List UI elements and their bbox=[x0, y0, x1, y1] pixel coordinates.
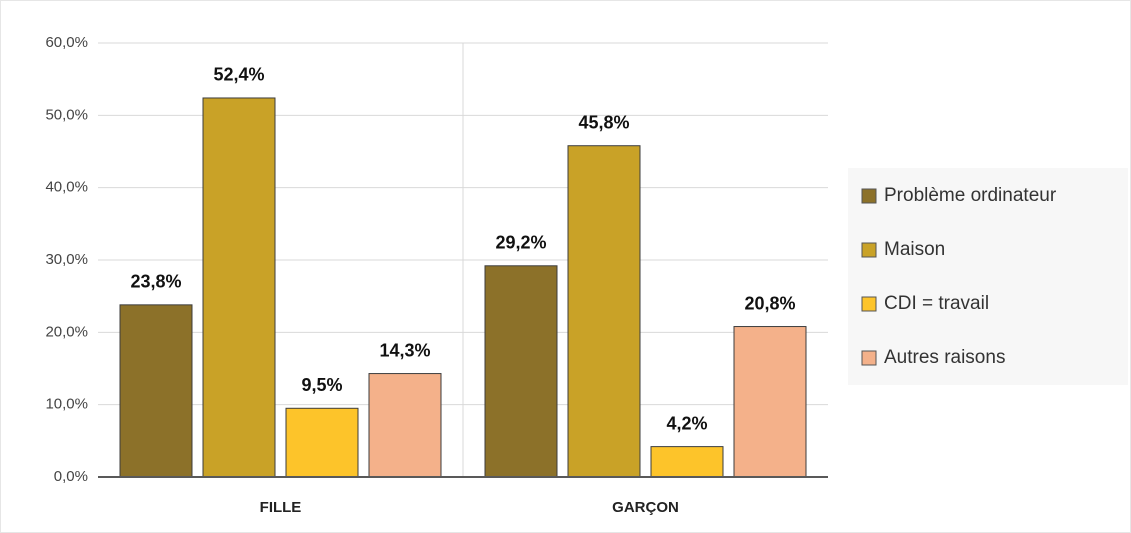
y-tick-label: 10,0% bbox=[45, 396, 88, 413]
bar bbox=[650, 446, 724, 478]
legend-label: Autres raisons bbox=[884, 347, 1005, 368]
value-label: 23,8% bbox=[130, 272, 181, 292]
x-tick-label: FILLE bbox=[260, 499, 302, 516]
value-label: 14,3% bbox=[379, 340, 430, 360]
legend-swatch bbox=[861, 188, 877, 204]
y-tick-label: 30,0% bbox=[45, 251, 88, 268]
bar bbox=[567, 145, 641, 478]
value-label: 52,4% bbox=[213, 65, 264, 85]
bar bbox=[733, 326, 807, 478]
value-label: 29,2% bbox=[495, 233, 546, 253]
y-tick-label: 40,0% bbox=[45, 179, 88, 196]
legend-swatch bbox=[861, 242, 877, 258]
y-tick-label: 60,0% bbox=[45, 34, 88, 51]
y-tick-label: 50,0% bbox=[45, 106, 88, 123]
value-label: 9,5% bbox=[301, 375, 342, 395]
legend-swatch bbox=[861, 350, 877, 366]
legend-swatch bbox=[861, 296, 877, 312]
legend-label: Maison bbox=[884, 239, 945, 260]
y-tick-label: 20,0% bbox=[45, 323, 88, 340]
legend-label: Problème ordinateur bbox=[884, 185, 1057, 206]
bar bbox=[285, 407, 359, 478]
legend-label: CDI = travail bbox=[884, 293, 989, 314]
bar bbox=[202, 97, 276, 478]
value-label: 4,2% bbox=[666, 413, 707, 433]
bar bbox=[484, 265, 558, 478]
value-label: 20,8% bbox=[744, 293, 795, 313]
x-tick-label: GARÇON bbox=[612, 499, 679, 516]
y-tick-label: 0,0% bbox=[54, 468, 88, 485]
bar bbox=[368, 373, 442, 478]
legend-background bbox=[848, 168, 1128, 385]
value-label: 45,8% bbox=[578, 112, 629, 132]
bar bbox=[119, 304, 193, 478]
